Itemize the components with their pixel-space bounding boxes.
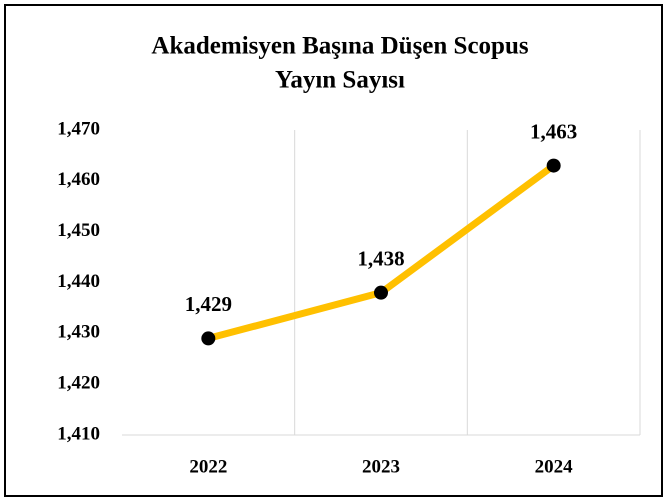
- y-tick-label: 1,440: [57, 271, 100, 292]
- x-tick-label: 2024: [535, 456, 574, 477]
- data-label: 1,438: [357, 246, 404, 270]
- y-tick-label: 1,450: [57, 220, 100, 241]
- data-label: 1,463: [530, 119, 577, 143]
- y-tick-label: 1,430: [57, 322, 100, 343]
- data-label: 1,429: [185, 292, 232, 316]
- marker: [374, 285, 388, 300]
- y-tick-label: 1,460: [57, 169, 100, 190]
- y-tick-label: 1,420: [57, 373, 100, 394]
- x-tick-label: 2023: [362, 456, 400, 477]
- marker: [546, 158, 561, 173]
- marker: [201, 331, 216, 346]
- chart-border: [4, 4, 663, 497]
- y-tick-label: 1,470: [57, 118, 100, 139]
- chart-title: Yayın Sayısı: [275, 67, 405, 94]
- y-tick-label: 1,410: [57, 423, 100, 444]
- x-tick-label: 2022: [189, 456, 227, 477]
- chart-title: Akademisyen Başına Düşen Scopus: [151, 33, 528, 60]
